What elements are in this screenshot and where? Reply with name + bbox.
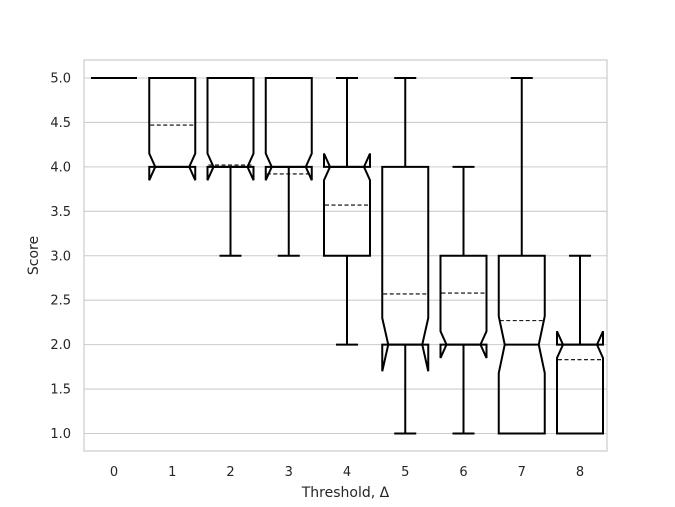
x-tick-label: 1 xyxy=(168,465,176,480)
y-tick-label: 3.5 xyxy=(50,205,71,220)
box-outline xyxy=(381,165,430,372)
box-outline xyxy=(556,330,604,435)
box-8 xyxy=(556,254,604,435)
box-1 xyxy=(148,77,197,181)
x-tick-labels: 0 1 2 3 4 5 6 7 8 xyxy=(110,465,584,480)
box-7 xyxy=(497,77,546,435)
y-tick-label: 5.0 xyxy=(50,72,71,87)
box-4 xyxy=(323,77,371,346)
x-tick-label: 8 xyxy=(576,465,584,480)
box-3 xyxy=(264,77,313,257)
box-outline xyxy=(439,254,488,359)
x-tick-label: 7 xyxy=(518,465,526,480)
y-tick-label: 4.5 xyxy=(50,116,71,131)
x-tick-label: 6 xyxy=(459,465,467,480)
box-outline xyxy=(323,153,371,257)
y-tick-label: 2.5 xyxy=(50,294,71,309)
x-tick-label: 5 xyxy=(401,465,409,480)
y-tick-labels: 1.0 1.5 2.0 2.5 3.0 3.5 4.0 4.5 5.0 xyxy=(50,72,71,443)
y-tick-label: 1.0 xyxy=(50,427,71,442)
box-5 xyxy=(381,77,430,435)
x-tick-label: 0 xyxy=(110,465,118,480)
x-axis-label: Threshold, Δ xyxy=(301,485,390,501)
x-tick-label: 4 xyxy=(343,465,351,480)
box-outline xyxy=(264,77,313,181)
y-tick-label: 4.0 xyxy=(50,160,71,175)
box-2 xyxy=(206,77,255,257)
plot-frame xyxy=(83,59,608,452)
box-outline xyxy=(148,77,197,181)
box-series xyxy=(91,77,604,435)
box-outline xyxy=(206,77,255,181)
x-tick-label: 3 xyxy=(285,465,293,480)
y-tick-label: 3.0 xyxy=(50,249,71,264)
y-tick-label: 1.5 xyxy=(50,383,71,398)
box-outline xyxy=(497,254,546,435)
y-axis-label: Score xyxy=(26,236,42,275)
box-6 xyxy=(439,165,488,435)
x-tick-label: 2 xyxy=(226,465,234,480)
y-tick-label: 2.0 xyxy=(50,338,71,353)
